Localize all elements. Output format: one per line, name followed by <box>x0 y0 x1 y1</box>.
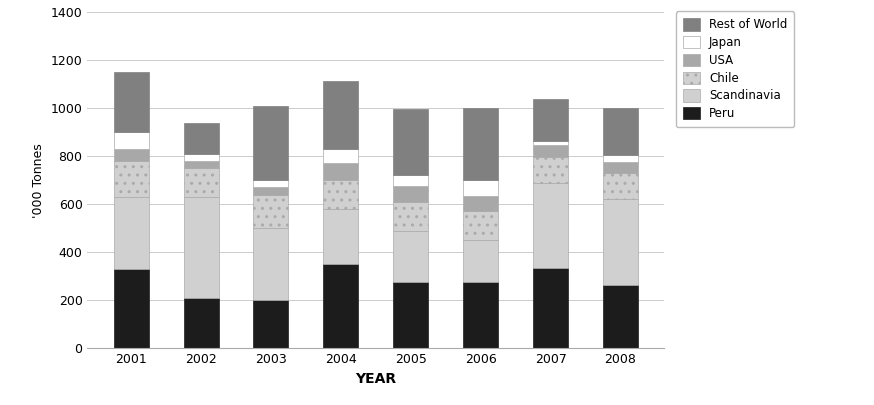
Bar <box>463 240 498 282</box>
Bar <box>323 209 358 264</box>
Bar <box>463 196 498 211</box>
Bar <box>533 98 568 141</box>
Bar <box>533 145 568 158</box>
Bar <box>184 154 218 161</box>
Bar <box>114 197 149 269</box>
Bar <box>253 106 288 180</box>
Bar <box>184 168 218 197</box>
Bar <box>114 269 149 348</box>
Bar <box>533 183 568 268</box>
Y-axis label: '000 Tonnes: '000 Tonnes <box>32 143 45 217</box>
Bar <box>323 149 358 164</box>
Bar <box>603 162 638 173</box>
Bar <box>603 285 638 348</box>
Bar <box>323 164 358 180</box>
Bar <box>463 180 498 196</box>
Bar <box>393 231 428 282</box>
Legend: Rest of World, Japan, USA, Chile, Scandinavia, Peru: Rest of World, Japan, USA, Chile, Scandi… <box>676 11 794 127</box>
Bar <box>533 141 568 145</box>
Bar <box>323 81 358 149</box>
Bar <box>184 161 218 168</box>
Bar <box>393 282 428 348</box>
Bar <box>603 199 638 285</box>
Bar <box>114 132 149 149</box>
Bar <box>393 109 428 175</box>
Bar <box>393 175 428 186</box>
Bar <box>253 188 288 195</box>
X-axis label: YEAR: YEAR <box>355 372 397 386</box>
Bar <box>184 298 218 348</box>
Bar <box>323 264 358 348</box>
Bar <box>533 268 568 348</box>
Bar <box>323 180 358 209</box>
Bar <box>603 155 638 162</box>
Bar <box>253 195 288 228</box>
Bar <box>114 72 149 132</box>
Bar <box>253 228 288 300</box>
Bar <box>603 108 638 155</box>
Bar <box>114 149 149 161</box>
Bar <box>463 108 498 180</box>
Bar <box>603 173 638 199</box>
Bar <box>393 186 428 202</box>
Bar <box>253 300 288 348</box>
Bar <box>253 180 288 188</box>
Bar <box>114 161 149 197</box>
Bar <box>533 158 568 183</box>
Bar <box>463 211 498 240</box>
Bar <box>184 123 218 154</box>
Bar <box>184 197 218 298</box>
Bar <box>393 202 428 230</box>
Bar <box>463 282 498 348</box>
